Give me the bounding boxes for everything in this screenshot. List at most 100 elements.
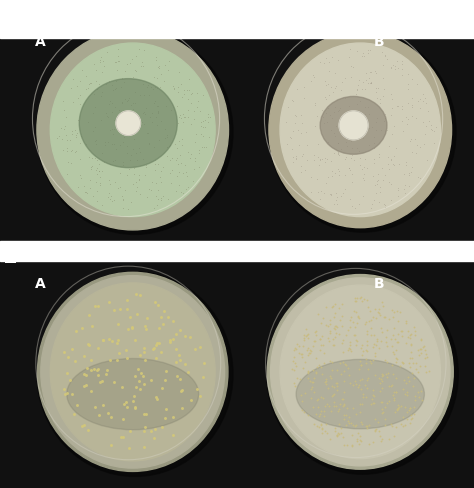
Point: [373, 335, 381, 343]
Point: [94, 302, 101, 310]
Point: [379, 377, 386, 385]
Point: [298, 120, 306, 128]
Point: [131, 67, 139, 75]
Point: [359, 400, 366, 407]
Ellipse shape: [50, 44, 215, 217]
Point: [91, 124, 98, 132]
Point: [320, 412, 328, 420]
Point: [103, 366, 110, 374]
Point: [322, 94, 329, 102]
Point: [394, 330, 402, 338]
Point: [328, 158, 335, 165]
Point: [88, 155, 95, 163]
Point: [401, 185, 408, 193]
Point: [177, 387, 184, 395]
Point: [161, 307, 168, 315]
Point: [110, 378, 118, 386]
Point: [359, 175, 366, 183]
Point: [83, 364, 91, 372]
Point: [145, 141, 152, 149]
Point: [412, 150, 420, 158]
Point: [146, 186, 153, 194]
Point: [411, 327, 419, 335]
Point: [107, 192, 114, 200]
Point: [333, 386, 341, 394]
Point: [381, 314, 388, 322]
Point: [129, 106, 137, 114]
Point: [365, 317, 373, 325]
Point: [147, 377, 155, 385]
Point: [196, 344, 204, 351]
Point: [370, 197, 378, 205]
Point: [325, 337, 333, 345]
Point: [63, 145, 71, 153]
Point: [151, 144, 158, 152]
Point: [105, 194, 112, 202]
Point: [87, 387, 95, 395]
Point: [191, 345, 199, 353]
Point: [191, 116, 198, 123]
Point: [129, 146, 137, 154]
Point: [356, 77, 363, 85]
Point: [374, 337, 381, 345]
Point: [320, 359, 328, 367]
Point: [100, 159, 108, 167]
Point: [289, 146, 296, 154]
Point: [407, 415, 414, 423]
Point: [158, 348, 165, 356]
Point: [78, 67, 86, 75]
Point: [388, 383, 395, 390]
Point: [350, 308, 358, 316]
Point: [391, 432, 398, 440]
Point: [392, 374, 400, 382]
Point: [316, 335, 323, 343]
Point: [356, 314, 363, 322]
Point: [328, 168, 336, 176]
Point: [166, 338, 174, 346]
Point: [378, 299, 385, 306]
Point: [127, 119, 134, 126]
Point: [331, 314, 338, 322]
Point: [380, 201, 388, 209]
Point: [147, 83, 155, 91]
Point: [375, 427, 383, 435]
Point: [338, 323, 346, 330]
Point: [321, 78, 329, 85]
Point: [399, 359, 407, 367]
Point: [123, 404, 131, 411]
Point: [121, 113, 128, 121]
Point: [364, 103, 372, 111]
Point: [372, 315, 380, 323]
Point: [343, 143, 351, 151]
Point: [409, 360, 417, 367]
Point: [356, 440, 363, 447]
Point: [132, 337, 139, 345]
Point: [310, 74, 317, 82]
Text: B: B: [374, 277, 384, 291]
Point: [292, 120, 299, 127]
Point: [335, 150, 342, 158]
Point: [378, 370, 385, 378]
Point: [118, 192, 126, 200]
Point: [189, 178, 197, 185]
Point: [105, 78, 113, 85]
Point: [362, 319, 370, 326]
Point: [299, 153, 306, 161]
Point: [80, 382, 88, 390]
Point: [161, 414, 169, 422]
Point: [110, 307, 118, 315]
Point: [57, 124, 65, 132]
Point: [99, 337, 107, 345]
Point: [67, 85, 75, 93]
Point: [350, 157, 358, 164]
Point: [98, 93, 105, 101]
Point: [310, 374, 318, 382]
Point: [416, 96, 424, 103]
Point: [356, 401, 364, 408]
Point: [106, 161, 113, 169]
Point: [111, 157, 119, 165]
Point: [330, 150, 338, 158]
Point: [417, 336, 424, 344]
Point: [336, 305, 343, 313]
Point: [299, 365, 307, 372]
